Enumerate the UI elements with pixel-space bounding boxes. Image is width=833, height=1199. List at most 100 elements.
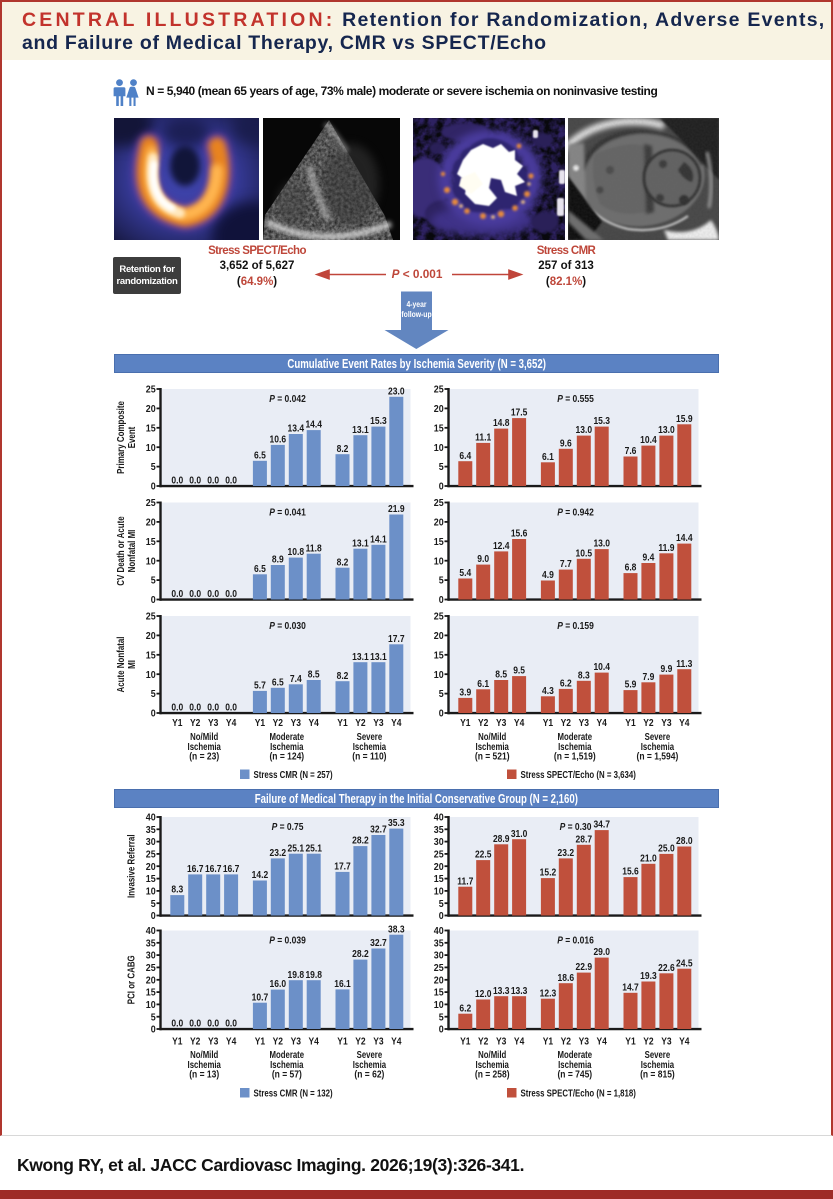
svg-text:25.1: 25.1 (288, 843, 305, 854)
svg-text:15: 15 (434, 874, 444, 886)
svg-text:9.9: 9.9 (660, 664, 672, 675)
svg-text:15: 15 (146, 423, 156, 435)
svg-text:Y4: Y4 (226, 1036, 237, 1047)
svg-text:10: 10 (434, 442, 444, 454)
svg-text:15: 15 (146, 874, 156, 886)
svg-text:23.0: 23.0 (388, 386, 405, 397)
svg-text:(n = 110): (n = 110) (352, 751, 386, 762)
svg-text:20: 20 (434, 975, 444, 987)
svg-text:15.9: 15.9 (676, 413, 693, 424)
svg-text:5: 5 (151, 462, 156, 474)
svg-text:5: 5 (151, 898, 156, 910)
svg-text:P = 0.159: P = 0.159 (557, 620, 594, 631)
svg-text:CV Death or AcuteNonfatal MI: CV Death or AcuteNonfatal MI (115, 516, 138, 585)
svg-text:38.3: 38.3 (388, 924, 405, 935)
svg-text:5: 5 (439, 689, 444, 701)
svg-text:Y2: Y2 (355, 1036, 365, 1047)
svg-text:Stress SPECT/Echo (N = 3,634): Stress SPECT/Echo (N = 3,634) (521, 769, 636, 780)
svg-text:14.8: 14.8 (493, 418, 510, 429)
svg-text:Moderate: Moderate (269, 1049, 304, 1060)
svg-text:10.4: 10.4 (640, 435, 657, 446)
svg-text:0.0: 0.0 (207, 702, 219, 713)
svg-text:28.2: 28.2 (352, 835, 369, 846)
svg-text:Y3: Y3 (373, 717, 383, 728)
svg-text:9.4: 9.4 (642, 552, 655, 563)
svg-text:Stress CMR (N = 257): Stress CMR (N = 257) (254, 769, 333, 780)
svg-text:Y1: Y1 (337, 717, 347, 728)
svg-text:30: 30 (434, 837, 444, 849)
svg-text:28.2: 28.2 (352, 949, 369, 960)
svg-text:28.9: 28.9 (493, 833, 510, 844)
svg-text:(n = 1,519): (n = 1,519) (554, 751, 596, 762)
svg-text:Ischemia: Ischemia (270, 1059, 304, 1070)
svg-text:Y1: Y1 (172, 717, 182, 728)
svg-text:13.3: 13.3 (511, 985, 528, 996)
svg-text:6.5: 6.5 (254, 450, 266, 461)
svg-text:25: 25 (146, 384, 156, 396)
svg-text:Y1: Y1 (543, 717, 553, 728)
svg-text:Ischemia: Ischemia (188, 741, 222, 752)
svg-text:15: 15 (146, 987, 156, 999)
svg-text:No/Mild: No/Mild (478, 731, 506, 742)
svg-text:0.0: 0.0 (207, 588, 219, 599)
svg-text:9.6: 9.6 (560, 438, 572, 449)
svg-text:35.3: 35.3 (388, 818, 405, 829)
svg-text:Y2: Y2 (190, 1036, 200, 1047)
svg-text:0: 0 (439, 910, 444, 922)
svg-text:Y2: Y2 (478, 717, 488, 728)
svg-text:15.2: 15.2 (540, 867, 557, 878)
svg-text:6.1: 6.1 (542, 451, 554, 462)
svg-text:0: 0 (151, 910, 156, 922)
svg-text:5.7: 5.7 (254, 680, 266, 691)
svg-text:11.1: 11.1 (475, 432, 491, 443)
svg-text:5: 5 (439, 462, 444, 474)
svg-text:15: 15 (434, 987, 444, 999)
svg-text:15: 15 (434, 536, 444, 548)
svg-text:Y3: Y3 (496, 1036, 506, 1047)
svg-text:P = 0.041: P = 0.041 (269, 507, 306, 518)
svg-text:Invasive Referral: Invasive Referral (126, 834, 137, 898)
svg-text:17.5: 17.5 (511, 407, 528, 418)
svg-text:10.7: 10.7 (252, 992, 269, 1003)
svg-text:Y1: Y1 (460, 1036, 470, 1047)
svg-text:P = 0.042: P = 0.042 (269, 393, 306, 404)
svg-text:13.1: 13.1 (352, 651, 369, 662)
svg-text:Y3: Y3 (579, 717, 589, 728)
svg-text:10.6: 10.6 (270, 434, 287, 445)
svg-text:0: 0 (439, 708, 444, 720)
svg-text:15.6: 15.6 (622, 866, 639, 877)
svg-text:13.1: 13.1 (352, 538, 369, 549)
svg-text:8.2: 8.2 (337, 443, 349, 454)
svg-text:Y4: Y4 (597, 717, 608, 728)
svg-text:29.0: 29.0 (593, 947, 610, 958)
svg-text:5.9: 5.9 (625, 679, 637, 690)
svg-text:25: 25 (146, 962, 156, 974)
svg-text:6.2: 6.2 (560, 678, 572, 689)
svg-text:Y4: Y4 (514, 1036, 525, 1047)
svg-text:(n = 1,594): (n = 1,594) (637, 751, 679, 762)
svg-text:Y3: Y3 (373, 1036, 383, 1047)
svg-text:10: 10 (434, 669, 444, 681)
svg-text:12.4: 12.4 (493, 540, 510, 551)
svg-text:Y1: Y1 (337, 1036, 347, 1047)
svg-text:Severe: Severe (357, 731, 383, 742)
svg-text:Ischemia: Ischemia (188, 1059, 222, 1070)
svg-text:23.2: 23.2 (270, 847, 287, 858)
svg-text:28.0: 28.0 (676, 835, 693, 846)
svg-text:10: 10 (146, 556, 156, 568)
svg-text:25: 25 (434, 384, 444, 396)
svg-text:21.0: 21.0 (640, 853, 657, 864)
svg-text:14.4: 14.4 (305, 419, 322, 430)
svg-text:32.7: 32.7 (370, 824, 387, 835)
svg-text:Y4: Y4 (391, 1036, 402, 1047)
svg-text:30: 30 (146, 950, 156, 962)
svg-text:20: 20 (146, 861, 156, 873)
svg-text:32.7: 32.7 (370, 937, 387, 948)
svg-text:0.0: 0.0 (225, 1018, 237, 1029)
svg-text:Y4: Y4 (679, 1036, 690, 1047)
svg-text:Y3: Y3 (208, 717, 218, 728)
svg-text:0.0: 0.0 (189, 702, 201, 713)
svg-text:Y3: Y3 (661, 1036, 671, 1047)
svg-text:13.1: 13.1 (370, 651, 387, 662)
svg-text:11.3: 11.3 (676, 658, 692, 669)
